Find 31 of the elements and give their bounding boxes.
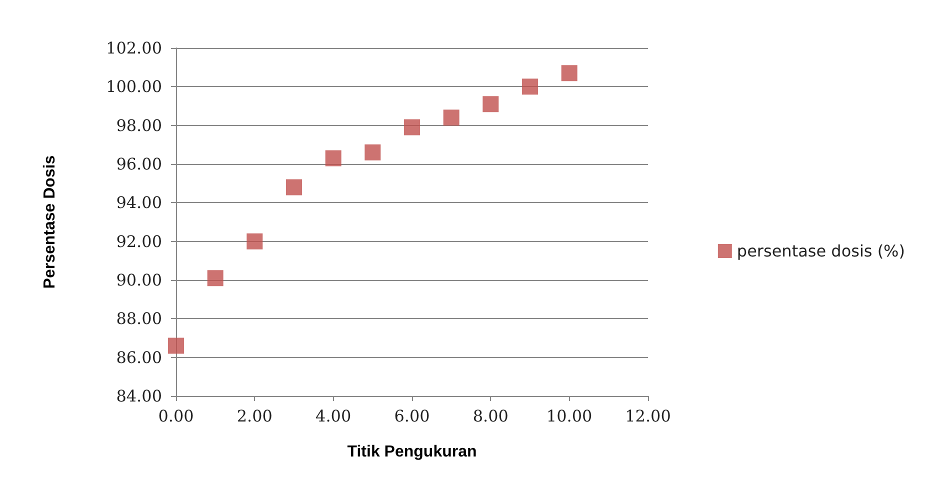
y-axis-title: Persentase Dosis [42,155,58,289]
point [207,270,224,286]
point [364,144,381,160]
y-tick-label: 100.00 [106,77,162,96]
x-tick-label: 12.00 [625,406,671,426]
y-tick-label: 84.00 [116,386,162,406]
y-tick-label: 92.00 [116,232,162,251]
point [404,119,420,136]
x-tick-label: 8.00 [472,406,508,426]
y-tick-label: 102.00 [106,38,162,58]
y-tick-label: 90.00 [116,270,162,290]
x-tick-label: 4.00 [316,406,352,426]
point [482,96,499,112]
point [325,150,342,166]
point [246,233,263,250]
x-tick-label: 2.00 [236,406,272,426]
point [522,78,538,95]
x-tick-label: 10.00 [546,406,592,426]
y-tick-label: 96.00 [116,154,162,174]
point [561,65,578,82]
y-tick-label: 86.00 [116,348,162,367]
y-tick-label: 88.00 [116,309,162,328]
y-tick-label: 98.00 [116,116,162,135]
point [286,179,302,196]
x-tick-label: 0.00 [158,406,194,426]
legend-label: persentase dosis (%) [736,242,905,260]
y-tick-label: 94.00 [116,193,162,212]
point [443,110,460,126]
x-tick-label: 6.00 [394,406,430,426]
x-axis-title: Titik Pengukuran [347,444,477,460]
point [168,338,184,354]
